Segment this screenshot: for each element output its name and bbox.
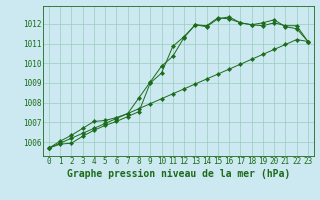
X-axis label: Graphe pression niveau de la mer (hPa): Graphe pression niveau de la mer (hPa) — [67, 169, 290, 179]
